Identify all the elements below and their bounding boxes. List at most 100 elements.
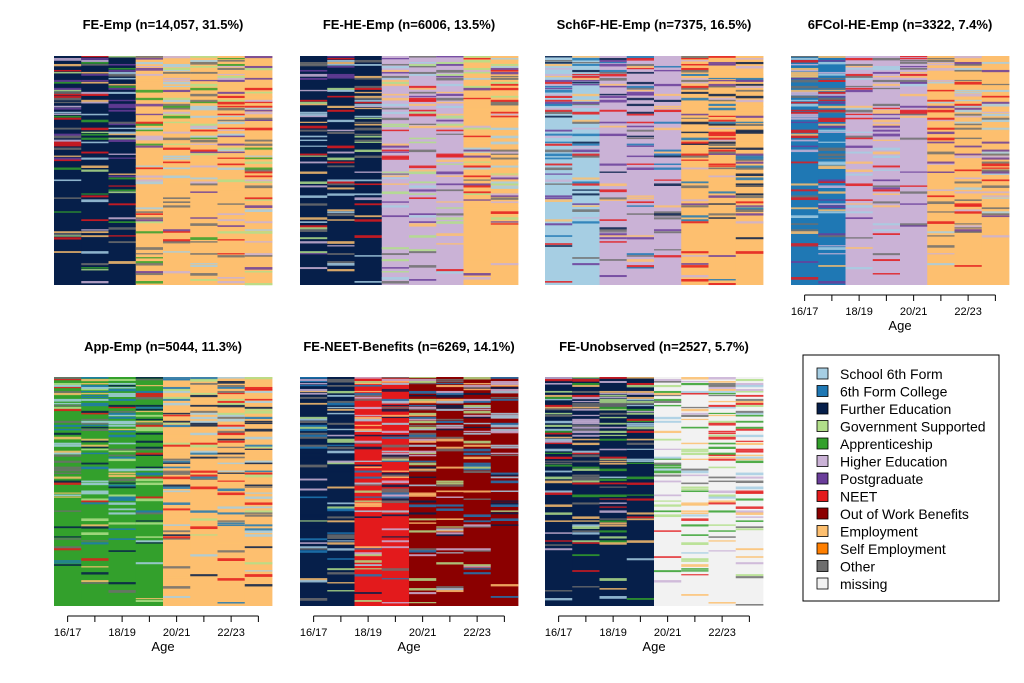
state-stripe — [381, 377, 410, 379]
state-stripe — [954, 61, 983, 65]
state-stripe — [626, 167, 655, 170]
state-stripe — [300, 456, 328, 460]
state-stripe — [681, 275, 709, 278]
state-stripe — [626, 402, 655, 405]
state-stripe — [735, 506, 764, 509]
state-stripe — [572, 450, 600, 454]
state-stripe — [244, 530, 273, 533]
state-stripe — [163, 155, 191, 158]
state-stripe — [545, 67, 573, 70]
state-stripe — [163, 566, 191, 569]
state-stripe — [735, 428, 764, 431]
state-stripe — [217, 462, 246, 465]
state-stripe — [708, 500, 737, 503]
state-stripe — [54, 420, 82, 423]
state-stripe — [872, 75, 901, 78]
state-stripe — [190, 422, 218, 425]
state-stripe — [545, 540, 573, 542]
state-stripe — [327, 572, 355, 575]
state-stripe — [545, 436, 573, 439]
sequence-plot — [791, 56, 1010, 285]
state-stripe — [436, 129, 464, 132]
state-stripe — [735, 177, 764, 181]
state-stripe — [735, 205, 764, 207]
state-stripe — [163, 524, 191, 526]
state-stripe — [436, 398, 464, 402]
state-cell — [381, 56, 410, 285]
state-stripe — [217, 59, 246, 62]
legend-label: Other — [840, 559, 875, 575]
state-stripe — [354, 101, 383, 104]
state-stripe — [217, 179, 246, 183]
state-stripe — [190, 420, 218, 424]
state-stripe — [845, 109, 874, 113]
state-stripe — [327, 109, 355, 112]
state-stripe — [545, 480, 573, 484]
state-stripe — [54, 480, 82, 484]
state-stripe — [681, 77, 709, 81]
state-stripe — [791, 69, 819, 72]
state-stripe — [872, 103, 901, 107]
state-stripe — [436, 233, 464, 236]
state-stripe — [626, 123, 655, 126]
state-stripe — [327, 75, 355, 79]
state-stripe — [654, 466, 682, 469]
state-stripe — [108, 139, 137, 142]
state-stripe — [244, 111, 273, 115]
state-stripe — [381, 514, 410, 517]
state-cell — [626, 377, 655, 606]
state-stripe — [436, 133, 464, 135]
state-stripe — [436, 392, 464, 396]
state-stripe — [845, 151, 874, 154]
state-stripe — [872, 253, 901, 256]
state-stripe — [681, 488, 709, 491]
state-stripe — [599, 540, 628, 544]
state-stripe — [436, 115, 464, 119]
state-stripe — [654, 121, 682, 124]
legend-item: Government Supported — [816, 419, 986, 435]
state-stripe — [735, 157, 764, 160]
state-stripe — [572, 526, 600, 529]
state-stripe — [872, 261, 901, 264]
legend-item: Apprenticeship — [816, 436, 933, 452]
state-stripe — [327, 402, 355, 406]
state-stripe — [81, 500, 109, 503]
state-stripe — [190, 105, 218, 109]
state-stripe — [654, 392, 682, 396]
state-stripe — [81, 446, 109, 449]
state-stripe — [654, 378, 682, 382]
state-stripe — [981, 179, 1010, 182]
state-stripe — [818, 79, 846, 82]
state-stripe — [135, 253, 164, 255]
state-stripe — [927, 109, 955, 113]
state-stripe — [436, 83, 464, 87]
state-stripe — [54, 404, 82, 407]
state-stripe — [872, 85, 901, 88]
state-stripe — [327, 105, 355, 109]
state-stripe — [409, 500, 437, 503]
x-tick-label: 20/21 — [654, 627, 682, 639]
year-column — [791, 56, 819, 285]
state-stripe — [81, 93, 109, 96]
state-stripe — [654, 249, 682, 251]
state-stripe — [599, 396, 628, 399]
state-stripe — [409, 149, 437, 153]
state-stripe — [626, 390, 655, 394]
state-stripe — [572, 189, 600, 191]
state-stripe — [981, 101, 1010, 104]
state-stripe — [163, 197, 191, 200]
state-stripe — [217, 426, 246, 430]
state-stripe — [135, 414, 164, 417]
state-stripe — [735, 442, 764, 445]
state-stripe — [108, 456, 137, 460]
state-stripe — [791, 67, 819, 71]
state-stripe — [81, 61, 109, 64]
state-stripe — [436, 91, 464, 94]
state-stripe — [327, 87, 355, 91]
state-stripe — [409, 251, 437, 254]
state-stripe — [135, 520, 164, 522]
state-stripe — [163, 93, 191, 96]
state-stripe — [681, 568, 709, 570]
state-stripe — [708, 283, 737, 286]
state-stripe — [436, 438, 464, 442]
